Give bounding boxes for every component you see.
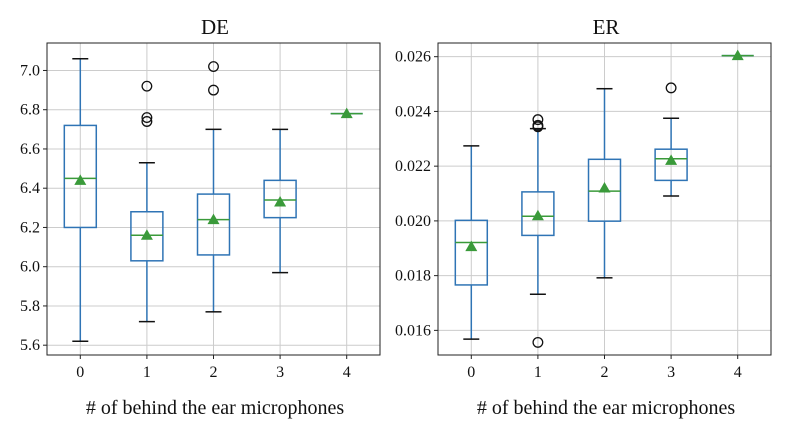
outlier-point	[532, 121, 544, 133]
outlier-point	[208, 84, 219, 96]
plot-frame	[46, 42, 381, 356]
box-2	[587, 87, 622, 279]
mean-marker	[74, 174, 87, 185]
box-body	[130, 211, 164, 262]
box-0	[454, 145, 489, 340]
mean-marker	[665, 154, 678, 165]
panel-title-er: ER	[593, 15, 620, 39]
x-tick-label: 2	[601, 364, 609, 381]
mean-marker	[531, 209, 544, 221]
box-body	[587, 158, 622, 222]
y-tick-label: 6.6	[20, 141, 40, 158]
mean-marker	[140, 229, 153, 240]
x-tick-label: 3	[667, 364, 675, 381]
x-tick-label: 0	[467, 364, 475, 381]
panel-de: DE # of behind the ear microphones 5.6 5.…	[20, 15, 381, 419]
panel-title-de: DE	[201, 15, 229, 39]
y-tick-label: 5.8	[20, 298, 40, 315]
outlier-point	[208, 61, 219, 72]
box-4	[721, 49, 754, 61]
mean-marker	[465, 240, 478, 252]
y-tick-label: 6.8	[20, 102, 40, 119]
x-tick-label: 1	[143, 364, 151, 381]
y-tick-label: 0.024	[395, 103, 431, 120]
x-tick-label: 4	[734, 364, 742, 381]
x-tick-label: 3	[276, 364, 284, 381]
x-tick-label: 2	[210, 364, 218, 381]
box-3	[654, 82, 688, 197]
x-tick-label: 1	[534, 364, 542, 381]
y-tick-label: 0.020	[395, 213, 431, 230]
box-1	[521, 114, 555, 348]
box-body	[521, 191, 555, 237]
outlier-point	[532, 114, 544, 126]
x-tick-label: 4	[343, 364, 351, 381]
y-tick-label: 6.0	[20, 259, 40, 276]
box-1	[130, 80, 164, 323]
x-axis-label-de: # of behind the ear microphones	[86, 397, 344, 419]
outlier-point	[141, 116, 153, 127]
mean-marker	[274, 195, 287, 207]
box-body	[63, 124, 98, 229]
box-body	[263, 179, 297, 219]
box-body	[196, 193, 231, 256]
x-tick-label: 0	[76, 364, 84, 381]
box-body	[454, 219, 489, 286]
x-axis-label-er: # of behind the ear microphones	[477, 397, 735, 419]
outlier-point	[141, 112, 153, 124]
y-tick-label: 6.2	[20, 219, 40, 236]
y-tick-label: 0.022	[395, 158, 431, 175]
mean-marker	[207, 213, 220, 225]
y-tick-label: 6.4	[20, 180, 40, 197]
outlier-point	[141, 80, 153, 92]
mean-marker	[598, 182, 611, 193]
box-0	[63, 57, 98, 343]
box-3	[263, 128, 297, 274]
y-tick-label: 7.0	[20, 62, 40, 79]
outlier-point	[532, 336, 544, 348]
mean-marker	[731, 49, 744, 61]
y-tick-label: 5.6	[20, 337, 40, 354]
y-tick-label: 0.016	[395, 322, 431, 339]
box-body	[654, 148, 688, 182]
outlier-point	[665, 82, 677, 94]
y-tick-label: 0.018	[395, 268, 431, 285]
y-tick-label: 0.026	[395, 49, 431, 66]
box-2	[196, 61, 231, 313]
plot-frame	[437, 42, 772, 356]
panel-er: ER # of behind the ear microphones 0.016…	[395, 15, 772, 419]
mean-marker	[340, 107, 353, 119]
box-4	[330, 107, 363, 119]
